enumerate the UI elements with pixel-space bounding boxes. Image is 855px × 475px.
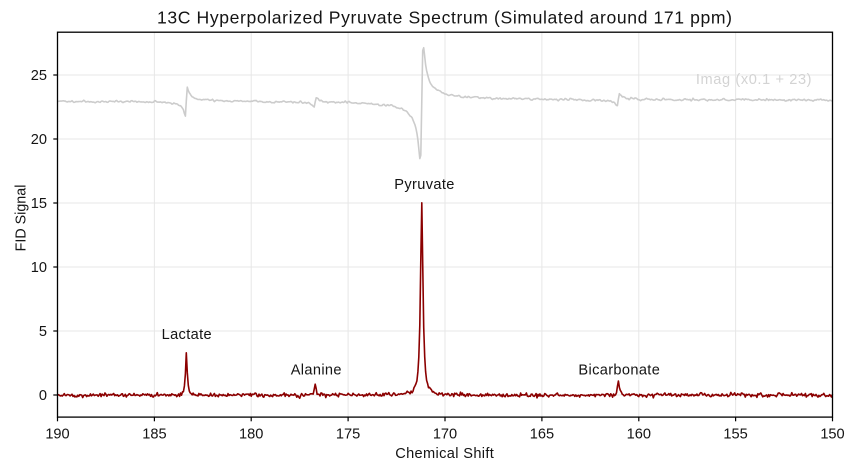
svg-text:Chemical Shift: Chemical Shift	[395, 446, 494, 462]
svg-text:Alanine: Alanine	[291, 362, 342, 378]
svg-text:185: 185	[142, 426, 166, 442]
svg-text:Imag (x0.1 + 23): Imag (x0.1 + 23)	[696, 72, 812, 88]
svg-text:160: 160	[627, 426, 651, 442]
svg-text:25: 25	[31, 68, 47, 84]
svg-text:180: 180	[239, 426, 263, 442]
svg-text:20: 20	[31, 132, 47, 148]
svg-text:170: 170	[433, 426, 457, 442]
svg-text:0: 0	[39, 388, 47, 404]
svg-text:13C Hyperpolarized Pyruvate Sp: 13C Hyperpolarized Pyruvate Spectrum (Si…	[157, 8, 733, 28]
svg-text:Bicarbonate: Bicarbonate	[578, 362, 660, 378]
svg-text:155: 155	[723, 426, 747, 442]
svg-text:FID Signal: FID Signal	[14, 185, 30, 252]
svg-text:15: 15	[31, 196, 47, 212]
svg-text:Pyruvate: Pyruvate	[394, 177, 454, 193]
svg-text:5: 5	[39, 324, 47, 340]
svg-text:150: 150	[820, 426, 844, 442]
svg-text:190: 190	[45, 426, 69, 442]
svg-text:Lactate: Lactate	[162, 327, 212, 343]
svg-text:10: 10	[31, 260, 47, 276]
svg-text:175: 175	[336, 426, 360, 442]
svg-text:165: 165	[530, 426, 554, 442]
